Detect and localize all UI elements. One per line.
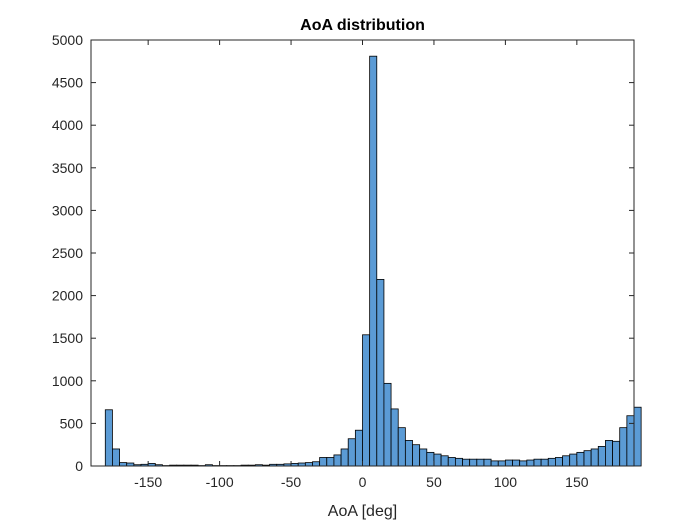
histogram-bar bbox=[304, 462, 313, 467]
bars bbox=[104, 55, 642, 467]
histogram-bar bbox=[312, 461, 321, 467]
x-tick-label: 100 bbox=[494, 474, 518, 490]
histogram-bar bbox=[383, 382, 392, 467]
histogram-bar bbox=[369, 55, 378, 467]
histogram-bar bbox=[605, 440, 613, 467]
x-tick-label: 0 bbox=[359, 474, 367, 490]
histogram-bar bbox=[547, 457, 556, 467]
y-tick-label: 2000 bbox=[52, 288, 83, 304]
histogram-bar bbox=[390, 408, 399, 467]
histogram-bar bbox=[519, 460, 528, 467]
histogram-bar bbox=[397, 427, 406, 467]
x-tick-label: -150 bbox=[134, 474, 162, 490]
histogram-bar bbox=[555, 457, 563, 467]
chart-title: AoA distribution bbox=[300, 17, 425, 34]
histogram-bar bbox=[633, 406, 642, 467]
histogram-bar bbox=[347, 438, 356, 467]
y-tick-label: 0 bbox=[75, 458, 83, 474]
y-tick-label: 1000 bbox=[52, 373, 83, 389]
x-tick-label: 150 bbox=[565, 474, 589, 490]
histogram-bar bbox=[569, 453, 578, 467]
x-axis-ticks: -150 -100 -50 0 50 100 150 bbox=[134, 40, 589, 490]
x-tick-label: -50 bbox=[281, 474, 301, 490]
y-tick-label: 3000 bbox=[52, 202, 83, 218]
histogram-bar bbox=[326, 457, 335, 467]
histogram-bar bbox=[483, 458, 492, 467]
histogram-bar bbox=[497, 460, 506, 467]
histogram-bar bbox=[419, 448, 428, 467]
histogram-bar bbox=[433, 453, 442, 467]
x-axis-label: AoA [deg] bbox=[328, 503, 397, 520]
histogram-bar bbox=[333, 454, 342, 467]
histogram-bar bbox=[376, 279, 385, 467]
histogram-bar bbox=[354, 429, 363, 467]
y-tick-label: 4000 bbox=[52, 117, 83, 133]
histogram-bar bbox=[119, 462, 128, 467]
histogram-bar bbox=[612, 440, 621, 467]
y-tick-label: 4500 bbox=[52, 75, 83, 91]
histogram-bar bbox=[319, 457, 328, 467]
y-tick-label: 2500 bbox=[52, 245, 83, 261]
histogram-bar bbox=[362, 334, 371, 467]
histogram-bar bbox=[562, 455, 571, 467]
histogram-bar bbox=[440, 455, 449, 467]
histogram-bar bbox=[590, 448, 599, 467]
histogram-bar bbox=[583, 450, 592, 467]
histogram-bar bbox=[597, 445, 606, 467]
x-tick-label: -100 bbox=[206, 474, 234, 490]
histogram-bar bbox=[340, 448, 349, 467]
y-axis-ticks: 0 500 1000 1500 2000 2500 3000 3500 4000 4500 5000 bbox=[52, 32, 634, 474]
histogram-bar bbox=[576, 451, 585, 467]
y-tick-label: 500 bbox=[60, 415, 84, 431]
y-tick-label: 5000 bbox=[52, 32, 83, 48]
histogram-bar bbox=[533, 458, 542, 467]
x-tick-label: 50 bbox=[426, 474, 442, 490]
y-tick-label: 3500 bbox=[52, 160, 83, 176]
histogram-bar bbox=[526, 459, 535, 467]
histogram-bar bbox=[104, 409, 113, 467]
histogram-bar bbox=[619, 427, 628, 467]
histogram-bar bbox=[454, 457, 463, 467]
histogram-bar bbox=[112, 448, 120, 467]
histogram-bar bbox=[469, 458, 478, 467]
histogram-bar bbox=[426, 451, 435, 467]
histogram-bar bbox=[447, 457, 456, 467]
histogram-bar bbox=[504, 459, 513, 467]
histogram-bar bbox=[540, 458, 549, 467]
y-tick-label: 1500 bbox=[52, 330, 83, 346]
histogram-bar bbox=[462, 458, 471, 467]
histogram-bar bbox=[476, 458, 485, 467]
histogram-bar bbox=[512, 459, 521, 467]
histogram-bar bbox=[412, 444, 421, 467]
plot-frame bbox=[90, 39, 635, 467]
histogram-bar bbox=[404, 440, 413, 467]
histogram-bar bbox=[490, 460, 499, 467]
